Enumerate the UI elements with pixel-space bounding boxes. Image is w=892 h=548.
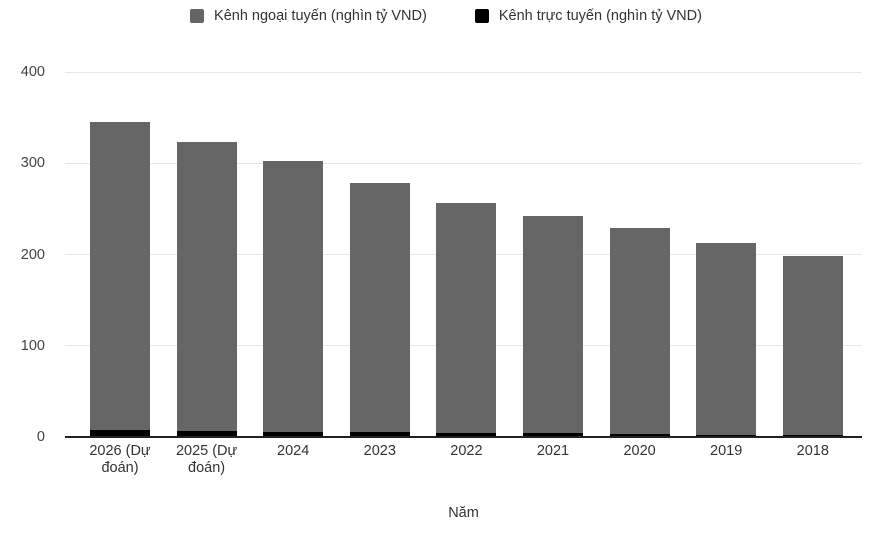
legend-swatch-online-icon [474, 9, 489, 23]
bar-segment-offline-2023[interactable] [349, 183, 410, 433]
legend-item-online-channel: Kênh trực tuyến (nghìn tỷ VND) [474, 8, 702, 24]
bar-segment-offline-2021[interactable] [523, 216, 583, 434]
bar-2025 (Dự đoán)[interactable] [176, 142, 237, 437]
bar-segment-offline-2025 (Dự đoán)[interactable] [176, 142, 237, 431]
bar-2018[interactable] [782, 256, 843, 437]
bar-segment-online-2023[interactable] [349, 432, 410, 437]
x-axis-baseline [65, 436, 862, 438]
bar-segment-offline-2022[interactable] [436, 202, 497, 434]
x-tick-label-2020: 2020 [623, 443, 656, 459]
bar-segment-offline-2024[interactable] [263, 161, 324, 433]
y-tick-label-200: 200 [20, 246, 45, 263]
legend-item-offline-channel: Kênh ngoại tuyến (nghìn tỷ VND) [190, 8, 427, 24]
x-tick-label-2023: 2023 [363, 443, 396, 459]
bar-2026 (Dự đoán)[interactable] [90, 122, 150, 437]
bar-segment-online-2026 (Dự đoán)[interactable] [90, 429, 150, 437]
y-tick-label-100: 100 [20, 337, 45, 354]
legend-label-offline: Kênh ngoại tuyến (nghìn tỷ VND) [214, 8, 427, 24]
y-tick-label-300: 300 [20, 155, 45, 172]
x-tick-label-2019: 2019 [710, 443, 743, 459]
bar-2024[interactable] [263, 161, 324, 437]
legend-swatch-offline-icon [190, 9, 205, 23]
x-axis: 2026 (Dự đoán) 2025 (Dự đoán) 2024 2023 2022… [65, 443, 862, 483]
x-tick-label-2024: 2024 [277, 443, 310, 459]
bar-2020[interactable] [609, 228, 670, 437]
gridline-300 [65, 162, 862, 164]
bar-segment-online-2020[interactable] [609, 434, 670, 437]
x-tick-label-2022: 2022 [450, 443, 483, 459]
bar-segment-online-2021[interactable] [523, 433, 583, 437]
bar-2021[interactable] [523, 216, 583, 437]
bar-segment-offline-2019[interactable] [696, 242, 757, 436]
y-tick-label-0: 0 [36, 429, 45, 445]
x-tick-label-2018: 2018 [796, 443, 829, 459]
y-axis: 0 100 200 300 400 [0, 64, 55, 445]
gridline-400 [65, 71, 862, 73]
y-tick-label-400: 400 [20, 64, 45, 80]
bar-segment-offline-2018[interactable] [782, 256, 843, 436]
bar-segment-online-2022[interactable] [436, 433, 497, 437]
bar-segment-offline-2026 (Dự đoán)[interactable] [90, 122, 150, 430]
x-tick-label-2021: 2021 [536, 443, 570, 459]
chart-legend: Kênh ngoại tuyến (nghìn tỷ VND) Kênh trự… [0, 8, 892, 24]
legend-label-online: Kênh trực tuyến (nghìn tỷ VND) [498, 8, 702, 24]
x-tick-label-2025 (Dự đoán): 2025 (Dự đoán) [175, 443, 238, 477]
bar-segment-online-2025 (Dự đoán)[interactable] [176, 430, 237, 437]
bar-2019[interactable] [696, 242, 757, 437]
bar-segment-offline-2020[interactable] [609, 228, 670, 435]
plot-area [65, 71, 862, 438]
bar-segment-online-2024[interactable] [263, 432, 324, 437]
x-axis-title: Năm [448, 505, 479, 521]
x-tick-label-2026 (Dự đoán): 2026 (Dự đoán) [89, 443, 151, 477]
bar-2022[interactable] [436, 202, 497, 437]
bar-2023[interactable] [349, 183, 410, 437]
